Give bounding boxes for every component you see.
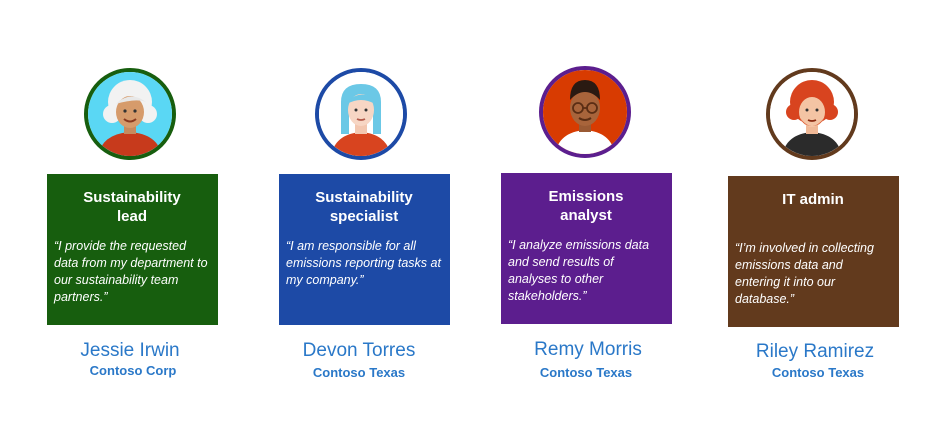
persona-name: Remy Morris xyxy=(534,339,642,360)
role-title: IT admin xyxy=(782,191,844,208)
woman-white-hair-avatar-icon xyxy=(88,72,172,156)
persona-card-riley-ramirez: IT admin “I’m involved in collecting emi… xyxy=(728,176,899,327)
persona-organization: Contoso Texas xyxy=(771,365,865,380)
persona-card-devon-torres: Sustainability specialist “I am responsi… xyxy=(279,174,450,325)
avatar-jessie-irwin xyxy=(84,68,176,160)
avatar-riley-ramirez xyxy=(766,68,858,160)
persona-organization: Contoso Texas xyxy=(539,365,633,380)
avatar-remy-morris xyxy=(539,66,631,158)
persona-quote: “I provide the requested data from my de… xyxy=(54,239,208,304)
persona-name: Jessie Irwin xyxy=(80,340,180,361)
person-blue-hair-avatar-icon xyxy=(319,72,403,156)
role-title: Sustainability lead xyxy=(83,189,181,225)
man-glasses-avatar-icon xyxy=(543,70,627,154)
persona-organization: Contoso Corp xyxy=(89,363,177,378)
persona-quote: “I am responsible for all emissions repo… xyxy=(286,239,441,287)
persona-card-remy-morris: Emissions analyst “I analyze emissions d… xyxy=(501,173,672,324)
persona-organization: Contoso Texas xyxy=(312,365,406,380)
role-title: Sustainability specialist xyxy=(315,189,413,225)
persona-name: Devon Torres xyxy=(302,340,416,361)
persona-quote: “I’m involved in collecting emissions da… xyxy=(735,241,874,306)
persona-card-jessie-irwin: Sustainability lead “I provide the reque… xyxy=(47,174,218,325)
persona-quote: “I analyze emissions data and send resul… xyxy=(508,238,650,303)
role-title: Emissions analyst xyxy=(548,188,624,224)
persona-name: Riley Ramirez xyxy=(755,341,875,362)
man-red-curly-hair-avatar-icon xyxy=(770,72,854,156)
avatar-devon-torres xyxy=(315,68,407,160)
